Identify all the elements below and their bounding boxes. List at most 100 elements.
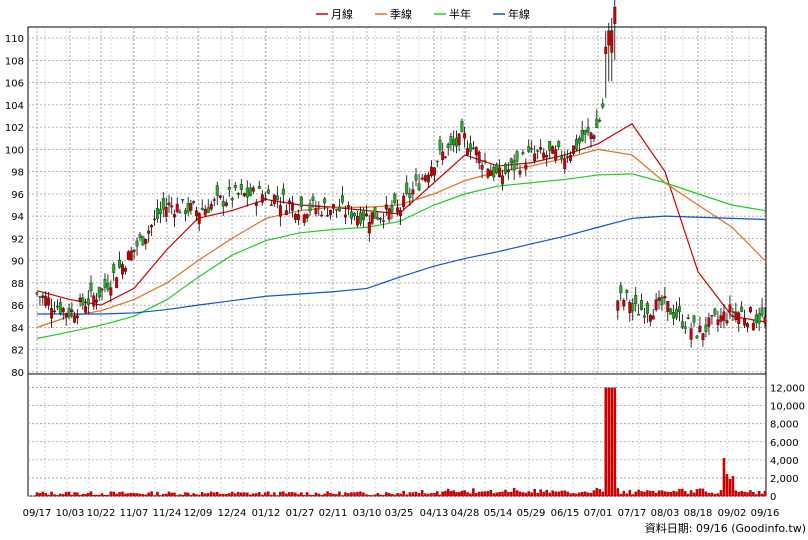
volume-bar xyxy=(430,492,433,496)
candle-body xyxy=(405,182,409,194)
volume-bar xyxy=(539,489,542,496)
candle-body xyxy=(242,193,246,197)
volume-bar xyxy=(362,492,365,496)
candle-body xyxy=(551,146,555,154)
volume-bar xyxy=(164,493,168,496)
candle-body xyxy=(651,315,655,320)
candle-body xyxy=(78,297,82,302)
candle-body xyxy=(299,196,303,207)
candle-body xyxy=(625,290,629,293)
candle-body xyxy=(275,195,279,200)
candle-body xyxy=(734,311,738,321)
volume-bar xyxy=(495,492,498,496)
candle-body xyxy=(725,320,729,324)
legend-label-quarter: 季線 xyxy=(390,7,412,21)
candle-body xyxy=(343,214,347,218)
candle-body xyxy=(640,300,643,310)
candle-body xyxy=(449,136,453,145)
volume-bar xyxy=(701,488,705,496)
volume-bar xyxy=(332,493,335,496)
candle-body xyxy=(236,193,240,195)
candle-body xyxy=(35,292,39,295)
candle-body xyxy=(622,300,626,307)
candle-body xyxy=(129,250,133,261)
candle-body xyxy=(637,313,641,316)
price-tick-label: 94 xyxy=(11,212,24,223)
candle-body xyxy=(376,217,380,220)
volume-bar xyxy=(501,491,504,496)
volume-bar xyxy=(184,492,187,496)
candle-body xyxy=(560,155,564,159)
price-tick-label: 90 xyxy=(11,257,24,268)
volume-bar xyxy=(67,491,71,496)
volume-bar xyxy=(595,487,599,496)
volume-bar xyxy=(294,492,297,496)
volume-bar xyxy=(563,490,567,496)
volume-bar xyxy=(427,493,430,496)
candle-body xyxy=(566,156,570,158)
candle-body xyxy=(657,297,661,301)
candle-body xyxy=(707,317,711,327)
volume-bar xyxy=(326,491,329,496)
volume-bar xyxy=(384,492,388,496)
volume-bar xyxy=(147,492,151,496)
candle-body xyxy=(50,307,54,319)
volume-bar xyxy=(156,491,159,496)
volume-bar xyxy=(344,492,347,496)
candle-body xyxy=(444,156,447,158)
candle-body xyxy=(396,207,400,213)
candle-body xyxy=(103,279,107,288)
volume-tick-label: 8,000 xyxy=(770,420,799,431)
candle-body xyxy=(260,194,264,203)
candle-body xyxy=(660,297,664,306)
volume-bar xyxy=(192,493,195,496)
candle-body xyxy=(387,208,391,220)
volume-bar xyxy=(175,495,179,497)
volume-bar xyxy=(666,491,670,496)
candle-body xyxy=(731,311,735,313)
candle-body xyxy=(308,203,312,212)
candle-body xyxy=(320,214,324,217)
volume-bar xyxy=(356,491,359,496)
price-tick-label: 82 xyxy=(11,346,24,357)
volume-bar xyxy=(218,493,222,496)
candle-body xyxy=(224,202,228,206)
price-grid xyxy=(28,27,766,383)
volume-bar xyxy=(749,490,752,496)
candle-body xyxy=(748,307,752,313)
volume-bar xyxy=(725,474,729,496)
candle-body xyxy=(266,189,270,194)
date-tick-label: 05/14 xyxy=(484,508,513,519)
date-tick-label: 09/16 xyxy=(751,508,780,519)
volume-bar xyxy=(692,492,696,496)
candle-body xyxy=(284,210,288,215)
volume-bar xyxy=(276,495,279,497)
candle-body xyxy=(471,147,475,149)
volume-tick-label: 12,000 xyxy=(770,384,805,395)
volume-bar xyxy=(689,490,693,496)
candle-body xyxy=(539,147,543,150)
volume-bar xyxy=(752,491,755,496)
volume-bar xyxy=(654,492,658,496)
volume-bar xyxy=(100,493,104,496)
candle-body xyxy=(746,323,749,328)
candle-body xyxy=(361,209,365,221)
date-tick-label: 11/07 xyxy=(120,508,149,519)
candle-body xyxy=(132,249,136,252)
candle-body xyxy=(302,214,306,223)
volume-panel: 0 2,000 4,000 6,000 8,000 10,000 12,000 xyxy=(27,373,805,503)
price-tick-label: 104 xyxy=(5,101,24,112)
date-tick-label: 01/12 xyxy=(252,508,281,519)
volume-bar xyxy=(95,494,98,496)
volume-bar xyxy=(743,491,746,496)
candle-body xyxy=(680,321,684,328)
volume-bar xyxy=(242,492,246,496)
volume-bar xyxy=(512,487,516,496)
price-axis-ticks: 80 82 84 86 88 90 92 94 96 98 100 102 104 106 108 110 xyxy=(5,34,24,379)
volume-bar xyxy=(97,494,101,496)
moving-average-lines xyxy=(36,122,766,340)
volume-bar xyxy=(338,491,341,496)
candle-body xyxy=(147,230,151,234)
volume-bar xyxy=(489,489,493,496)
volume-bar xyxy=(47,494,50,496)
